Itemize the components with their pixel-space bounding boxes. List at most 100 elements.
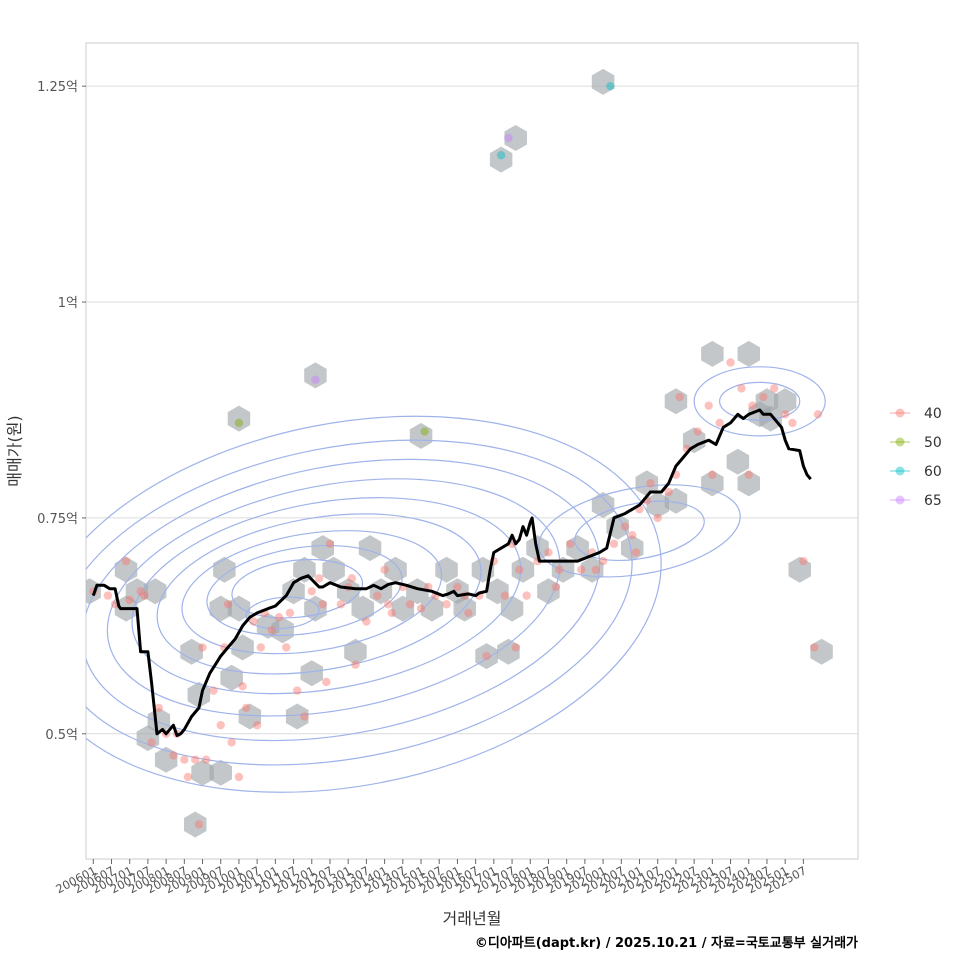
data-point-40 bbox=[183, 772, 193, 782]
data-point-40 bbox=[307, 587, 316, 596]
data-point-40 bbox=[482, 651, 491, 661]
trend-line bbox=[91, 408, 812, 737]
data-point-60 bbox=[496, 151, 506, 160]
data-point-40 bbox=[252, 720, 262, 730]
data-point-40 bbox=[646, 479, 655, 488]
y-tick-label: 0.75억 bbox=[37, 512, 78, 527]
hexbin-cell bbox=[154, 746, 178, 773]
data-point-40 bbox=[314, 574, 324, 583]
data-point-40 bbox=[347, 574, 357, 583]
data-point-40 bbox=[693, 427, 702, 436]
hexbin-cell bbox=[621, 535, 644, 562]
data-point-40 bbox=[154, 703, 164, 713]
hexbin-cell bbox=[136, 725, 160, 752]
data-point-40 bbox=[759, 392, 768, 402]
density-contour bbox=[719, 381, 801, 421]
data-point-40 bbox=[380, 565, 389, 574]
hexbin-cell bbox=[755, 388, 779, 415]
legend-label: 65 bbox=[924, 493, 942, 509]
data-point-40 bbox=[351, 660, 360, 669]
hexbin-cell bbox=[311, 535, 334, 562]
data-point-40 bbox=[325, 539, 335, 549]
data-point-40 bbox=[227, 738, 236, 747]
hexbin-cell bbox=[227, 595, 251, 622]
hexbin-cell bbox=[701, 470, 724, 497]
data-point-40 bbox=[405, 600, 415, 609]
data-point-40 bbox=[147, 738, 156, 747]
hexbin-cell bbox=[500, 595, 524, 622]
y-axis: 0.5억 0.75억 1억 1.25억 bbox=[37, 80, 86, 743]
hexbin-cell bbox=[788, 556, 811, 583]
data-point-40 bbox=[285, 608, 295, 618]
hexbin-cell bbox=[504, 125, 527, 151]
hexbin-cell bbox=[453, 595, 476, 622]
data-point-40 bbox=[249, 617, 258, 626]
legend-label: 40 bbox=[924, 406, 942, 422]
data-point-40 bbox=[453, 582, 462, 592]
data-point-40 bbox=[336, 600, 346, 609]
data-point-40 bbox=[566, 539, 575, 549]
y-tick-label: 1억 bbox=[58, 296, 78, 311]
density-contour bbox=[86, 458, 601, 742]
data-point-40 bbox=[180, 755, 189, 764]
density-contour bbox=[693, 366, 826, 437]
data-point-40 bbox=[500, 591, 509, 600]
hexbin-cell bbox=[191, 759, 214, 786]
hexbin-layer bbox=[86, 68, 833, 838]
x-axis-title: 거래년월 bbox=[443, 909, 502, 928]
hexbin-cell bbox=[737, 340, 760, 367]
hexbin-cell bbox=[409, 422, 433, 449]
hexbin-cell bbox=[147, 707, 171, 734]
hexbin-cell bbox=[701, 340, 724, 367]
density-contour bbox=[156, 513, 482, 675]
legend-label: 60 bbox=[924, 464, 942, 480]
legend-key-dot bbox=[895, 495, 905, 505]
hexbin-cell bbox=[486, 578, 509, 605]
hexbin-cell bbox=[304, 362, 327, 389]
hexbin-cell bbox=[271, 617, 294, 644]
data-point-40 bbox=[551, 582, 560, 592]
density-contour bbox=[86, 415, 662, 793]
data-point-40 bbox=[194, 820, 204, 829]
data-point-40 bbox=[591, 565, 601, 574]
data-point-40 bbox=[715, 418, 724, 428]
hexbin-cell bbox=[682, 427, 706, 454]
hexbin-cell bbox=[180, 638, 203, 665]
data-point-40 bbox=[631, 548, 641, 557]
trend-line-layer bbox=[91, 408, 812, 737]
hexbin-cell bbox=[664, 487, 688, 514]
legend: 40 50 60 65 bbox=[890, 406, 942, 509]
hexbin-cell bbox=[635, 470, 659, 497]
hexbin-cell bbox=[497, 638, 520, 665]
data-point-40 bbox=[267, 625, 276, 635]
data-point-40 bbox=[416, 604, 426, 613]
data-point-40 bbox=[209, 686, 218, 695]
data-point-40 bbox=[598, 556, 608, 566]
hexbin-cell bbox=[227, 405, 251, 432]
data-point-40 bbox=[737, 384, 746, 393]
data-point-40 bbox=[198, 643, 207, 652]
data-point-40 bbox=[708, 470, 717, 479]
data-point-40 bbox=[464, 608, 473, 618]
data-point-40 bbox=[293, 686, 302, 695]
data-point-40 bbox=[274, 613, 284, 622]
y-tick-label: 0.5억 bbox=[45, 728, 78, 743]
data-point-50 bbox=[234, 418, 244, 428]
hexbin-cell bbox=[537, 578, 560, 605]
data-point-40 bbox=[704, 401, 713, 410]
hexbin-cell bbox=[143, 578, 167, 605]
data-point-40 bbox=[318, 600, 327, 609]
hexbin-cell bbox=[420, 595, 444, 622]
hexbin-cell bbox=[406, 578, 429, 605]
data-point-40 bbox=[373, 591, 382, 600]
data-point-65 bbox=[311, 375, 320, 384]
data-point-40 bbox=[362, 617, 371, 626]
data-point-40 bbox=[216, 720, 225, 730]
data-point-40 bbox=[744, 470, 753, 479]
hexbin-cell bbox=[646, 492, 669, 518]
y-tick-label: 1.25억 bbox=[37, 80, 78, 95]
data-point-40 bbox=[748, 401, 757, 410]
hexbin-cell bbox=[391, 595, 415, 622]
data-point-40 bbox=[788, 418, 797, 428]
